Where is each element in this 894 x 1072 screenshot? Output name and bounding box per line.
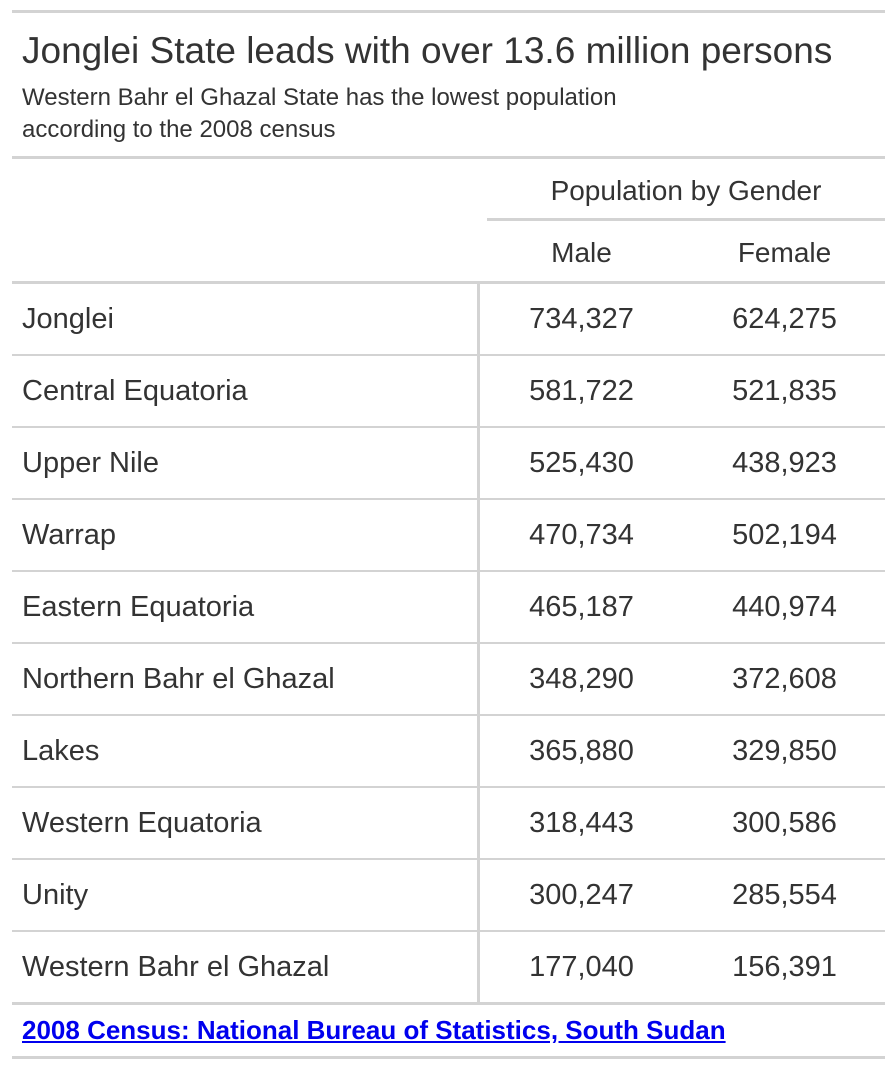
cell-female: 502,194 [732, 518, 837, 551]
cell-male: 581,722 [529, 374, 634, 407]
table-row: Warrap 470,734 502,194 [12, 498, 885, 570]
table-row: Upper Nile 525,430 438,923 [12, 426, 885, 498]
cell-male: 318,443 [529, 806, 634, 839]
row-state: Upper Nile [22, 446, 159, 479]
cell-male: 525,430 [529, 446, 634, 479]
cell-female: 521,835 [732, 374, 837, 407]
cell-female: 372,608 [732, 662, 837, 695]
row-state: Northern Bahr el Ghazal [22, 662, 335, 695]
cell-male: 348,290 [529, 662, 634, 695]
table-row: Northern Bahr el Ghazal 348,290 372,608 [12, 642, 885, 714]
table-subtitle: Western Bahr el Ghazal State has the low… [22, 84, 617, 143]
source-note: 2008 Census: National Bureau of Statisti… [12, 1002, 885, 1056]
table-row: Eastern Equatoria 465,187 440,974 [12, 570, 885, 642]
cell-female: 156,391 [732, 950, 837, 983]
cell-female: 285,554 [732, 878, 837, 911]
cell-male: 470,734 [529, 518, 634, 551]
cell-male: 300,247 [529, 878, 634, 911]
cell-female: 438,923 [732, 446, 837, 479]
column-headers: Population by Gender Male Female [12, 159, 885, 284]
source-link[interactable]: 2008 Census: National Bureau of Statisti… [22, 1015, 726, 1045]
column-header-female: Female [737, 237, 832, 268]
cell-female: 440,974 [732, 590, 837, 623]
row-state: Lakes [22, 734, 100, 767]
cell-male: 365,880 [529, 734, 634, 767]
table-row: Lakes 365,880 329,850 [12, 714, 885, 786]
table-row: Western Equatoria 318,443 300,586 [12, 786, 885, 858]
table-row: Western Bahr el Ghazal 177,040 156,391 [12, 930, 885, 1002]
row-state: Jonglei [22, 302, 114, 335]
table-heading: Jonglei State leads with over 13.6 milli… [12, 13, 885, 159]
cell-female: 624,275 [732, 302, 837, 335]
cell-female: 300,586 [732, 806, 837, 839]
table-row: Jonglei 734,327 624,275 [12, 284, 885, 354]
table-row: Central Equatoria 581,722 521,835 [12, 354, 885, 426]
stub-divider [477, 284, 480, 1002]
row-state: Eastern Equatoria [22, 590, 255, 623]
cell-female: 329,850 [732, 734, 837, 767]
table-row: Unity 300,247 285,554 [12, 858, 885, 930]
column-spanner: Population by Gender [487, 159, 885, 221]
table-title: Jonglei State leads with over 13.6 milli… [22, 30, 833, 71]
table-body: Jonglei 734,327 624,275 Central Equatori… [12, 284, 885, 1002]
row-state: Unity [22, 878, 89, 911]
column-header-male: Male [551, 237, 612, 268]
row-state: Central Equatoria [22, 374, 248, 407]
row-state: Western Equatoria [22, 806, 262, 839]
row-state: Western Bahr el Ghazal [22, 950, 330, 983]
cell-male: 734,327 [529, 302, 634, 335]
cell-male: 177,040 [529, 950, 634, 983]
cell-male: 465,187 [529, 590, 634, 623]
row-state: Warrap [22, 518, 116, 551]
population-table: Jonglei State leads with over 13.6 milli… [12, 10, 885, 1059]
